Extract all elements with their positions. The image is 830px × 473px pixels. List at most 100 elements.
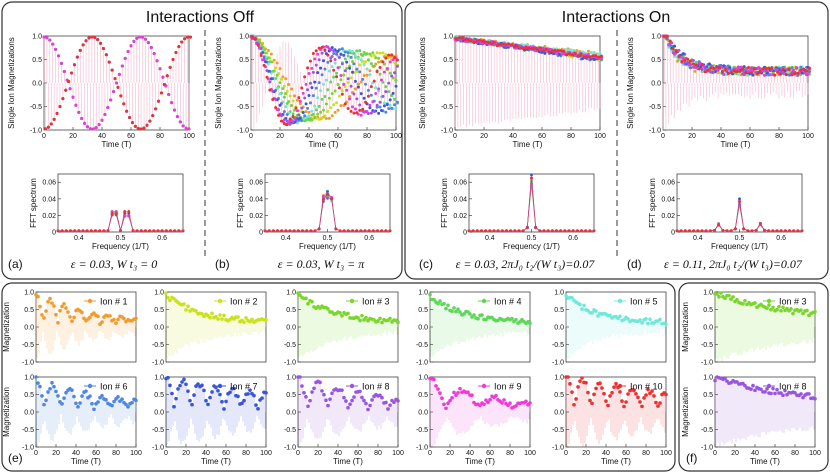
- data-point: [380, 320, 384, 325]
- data-point: [385, 102, 389, 106]
- data-point: [715, 64, 719, 68]
- data-point: [484, 317, 488, 322]
- data-point: [277, 113, 281, 117]
- data-point: [158, 67, 162, 71]
- x-tick-label: 100: [594, 133, 606, 140]
- data-point: [348, 97, 352, 101]
- fft-point: [542, 229, 546, 233]
- data-point: [222, 313, 226, 318]
- data-point: [394, 106, 398, 110]
- data-point: [54, 47, 58, 51]
- data-point: [480, 313, 484, 317]
- fft-point: [139, 229, 143, 233]
- data-point: [592, 50, 596, 54]
- data-point: [333, 89, 337, 93]
- fft-point: [102, 229, 106, 233]
- data-point: [735, 70, 739, 74]
- y-axis-label: Single Ion Magnetizations: [418, 37, 427, 129]
- data-point: [268, 88, 272, 92]
- x-tick-label: 60: [538, 133, 546, 140]
- data-point: [342, 73, 346, 77]
- x-tick-label: 40: [72, 450, 80, 457]
- fft-point: [98, 229, 102, 233]
- data-point: [310, 86, 314, 90]
- data-point: [74, 401, 78, 406]
- fft-point: [700, 229, 704, 233]
- data-point: [489, 42, 493, 46]
- data-point: [501, 42, 505, 46]
- data-point: [469, 39, 473, 43]
- data-point: [378, 72, 382, 76]
- data-point: [369, 111, 373, 115]
- data-point: [322, 59, 325, 63]
- data-point: [767, 66, 771, 70]
- data-point: [391, 91, 395, 95]
- fft-point: [321, 197, 325, 201]
- x-tick-label: 0.6: [776, 235, 786, 242]
- data-point: [356, 85, 360, 89]
- data-point: [364, 315, 368, 320]
- fft-point: [288, 229, 292, 233]
- data-point: [256, 43, 260, 47]
- y-tick-label: 0.06: [249, 180, 263, 187]
- data-point: [346, 77, 350, 81]
- series-ion-9: [42, 35, 191, 131]
- data-point: [570, 53, 574, 57]
- data-point: [674, 49, 678, 53]
- data-point: [330, 46, 334, 50]
- data-point: [316, 52, 320, 56]
- data-point: [353, 107, 357, 111]
- data-point: [314, 63, 318, 67]
- x-tick-label: 100: [130, 450, 142, 457]
- legend-marker: [349, 298, 355, 304]
- data-point: [346, 51, 350, 55]
- data-point: [576, 54, 580, 58]
- data-point: [364, 52, 368, 56]
- data-point: [594, 54, 598, 58]
- data-point: [242, 320, 246, 324]
- data-point: [377, 60, 381, 64]
- data-point: [244, 316, 248, 320]
- fft-point: [792, 229, 796, 233]
- data-point: [319, 89, 323, 93]
- y-tick-label: 0.0: [443, 80, 453, 87]
- data-point: [556, 49, 560, 53]
- x-tick-label: 80: [156, 133, 164, 140]
- data-point: [43, 127, 47, 131]
- x-tick-label: 100: [802, 133, 814, 140]
- data-point: [478, 38, 482, 42]
- y-tick-label: 1.0: [286, 289, 296, 296]
- data-point: [80, 394, 84, 398]
- fft-point: [359, 229, 363, 233]
- data-point: [308, 101, 312, 105]
- data-point: [586, 49, 590, 53]
- fft-point: [796, 229, 800, 233]
- data-point: [162, 82, 166, 86]
- data-point: [300, 86, 304, 90]
- data-point: [149, 46, 153, 50]
- data-point: [48, 38, 52, 42]
- data-point: [749, 71, 753, 75]
- data-point: [67, 80, 71, 84]
- fft-point: [342, 229, 346, 233]
- data-point: [807, 66, 811, 70]
- y-tick-label: 0.0: [24, 324, 34, 331]
- data-point: [208, 315, 212, 320]
- data-point: [396, 320, 400, 325]
- data-point: [322, 82, 325, 86]
- fft-point: [555, 229, 558, 233]
- panel-c: 0 20 40 60 80 100 -1.0 -0.5 0.0 0.5 1.0 Time (T) Sin…: [418, 33, 606, 271]
- data-point: [306, 106, 310, 110]
- y-tick-label: 0.0: [418, 324, 428, 331]
- y-tick-label: 0.0: [32, 80, 42, 87]
- data-point: [308, 116, 312, 120]
- data-point: [707, 62, 711, 66]
- y-tick-label: 0.5: [239, 57, 249, 64]
- data-point: [358, 63, 362, 67]
- data-point: [722, 72, 726, 76]
- data-point: [42, 402, 46, 407]
- data-point: [186, 304, 190, 309]
- x-axis-label: Time (T): [721, 140, 751, 149]
- data-point: [582, 303, 586, 308]
- data-point: [375, 103, 379, 107]
